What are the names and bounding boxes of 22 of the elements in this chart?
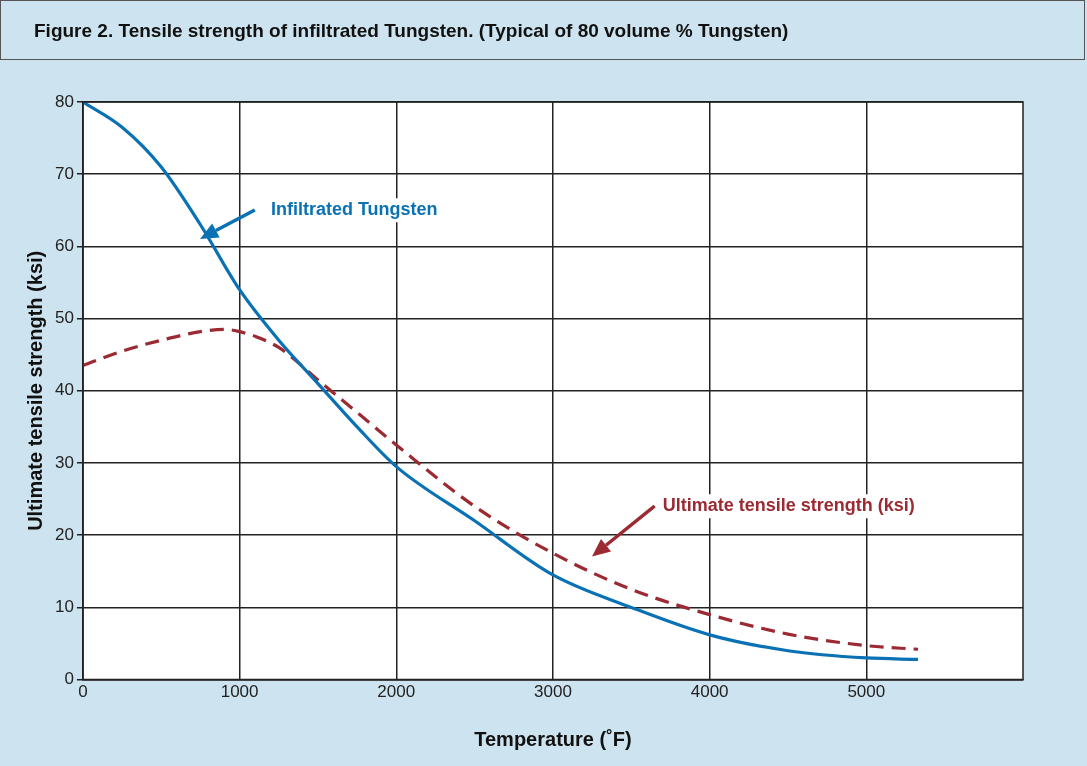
y-tick-label: 80 bbox=[54, 91, 74, 111]
x-tick-label: 5000 bbox=[847, 682, 886, 702]
y-tick-label: 0 bbox=[64, 669, 74, 689]
y-tick-label: 30 bbox=[54, 452, 74, 472]
x-tick-label: 2000 bbox=[377, 682, 416, 702]
y-tick-label: 10 bbox=[54, 597, 74, 617]
x-tick-label: 1000 bbox=[220, 682, 259, 702]
y-tick-label: 60 bbox=[54, 236, 74, 256]
x-tick-label: 4000 bbox=[690, 682, 729, 702]
x-axis-title: Temperature (˚F) bbox=[474, 727, 632, 750]
legend-label: Infiltrated Tungsten bbox=[270, 199, 438, 220]
x-tick-label: 3000 bbox=[534, 682, 572, 702]
y-axis-title: Ultimate tensile strength (ksi) bbox=[23, 250, 46, 531]
x-tick-label: 0 bbox=[78, 682, 88, 702]
y-tick-label: 20 bbox=[54, 524, 74, 544]
line-series bbox=[82, 327, 920, 651]
line-series bbox=[82, 102, 920, 661]
y-tick-label: 40 bbox=[54, 380, 74, 400]
y-tick-label: 70 bbox=[54, 163, 74, 183]
y-tick-label: 50 bbox=[54, 308, 74, 328]
text: Ultimate tensile strength (ksi) bbox=[662, 495, 915, 516]
chart-title: Figure 2. Tensile strength of infiltrated Tungsten. (Typical of 80 volume % Tungsten) bbox=[0, 0, 1085, 60]
